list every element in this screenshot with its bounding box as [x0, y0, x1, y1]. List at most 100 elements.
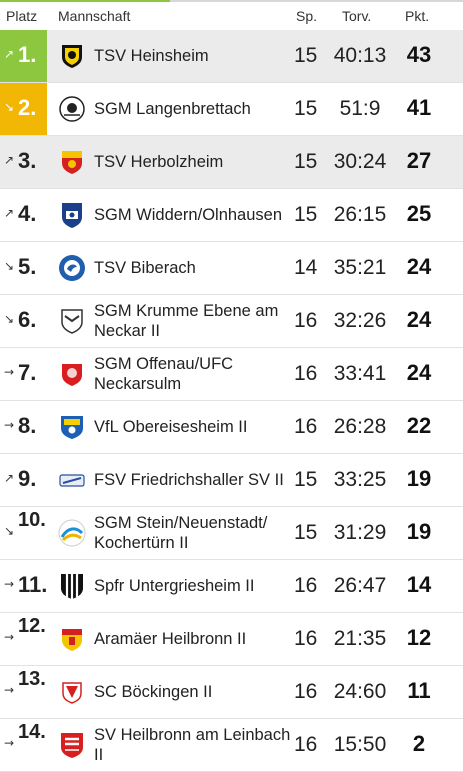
table-row[interactable]: ↘ 2. SGM Langenbrettach 15 51:9 41 [0, 83, 463, 136]
table-row[interactable]: ↗ 1. TSV Heinsheim 15 40:13 43 [0, 30, 463, 83]
points: 2 [412, 731, 426, 756]
team-name: SGM Langenbrettach [94, 100, 251, 118]
goal-ratio: 24:60 [333, 680, 387, 703]
rank: 13. [18, 668, 46, 690]
rank-box: → 12. [0, 613, 47, 665]
points: 24 [406, 254, 432, 279]
points: 14 [406, 572, 432, 597]
rank: 4. [18, 201, 37, 226]
table-row[interactable]: → 12. Aramäer Heilbronn II 16 21:35 12 [0, 613, 463, 666]
points: 12 [406, 625, 432, 650]
rank-box: → 13. [0, 666, 47, 718]
points: 25 [406, 201, 432, 226]
trend-same-icon: → [4, 683, 15, 697]
goal-ratio: 31:29 [333, 521, 387, 544]
active-tab-indicator [0, 0, 170, 2]
rank: 9. [18, 466, 37, 491]
games-played: 16 [294, 680, 318, 703]
points: 24 [406, 307, 432, 332]
table-row[interactable]: ↘ 5. TSV Biberach 14 35:21 24 [0, 242, 463, 295]
rank-box: → 14. [0, 719, 47, 771]
games-played: 15 [294, 203, 318, 226]
trend-up-icon: ↗ [4, 206, 15, 220]
club-crest-icon [58, 42, 86, 70]
team-name: Spfr Untergriesheim II [94, 577, 255, 595]
table-header: Platz Mannschaft Sp. Torv. Pkt. [0, 2, 463, 30]
rank: 12. [18, 615, 46, 637]
table-row[interactable]: → 13. SC Böckingen II 16 24:60 11 [0, 666, 463, 719]
goal-ratio: 35:21 [333, 256, 387, 279]
games-played: 15 [294, 468, 318, 491]
goal-ratio: 30:24 [333, 150, 387, 173]
header-spiele: Sp. [296, 8, 318, 24]
rank: 14. [18, 721, 46, 743]
table-row[interactable]: ↗ 9. FSV Friedrichshaller SV II 15 33:25… [0, 454, 463, 507]
club-crest-icon [58, 572, 86, 600]
table-row[interactable]: ↗ 3. TSV Herbolzheim 15 30:24 27 [0, 136, 463, 189]
rank: 1. [18, 42, 37, 67]
games-played: 16 [294, 362, 318, 385]
rank: 3. [18, 148, 37, 173]
goal-ratio: 32:26 [333, 309, 387, 332]
rank-box: ↘ 10. [0, 507, 47, 559]
team-name: FSV Friedrichshaller SV II [94, 471, 284, 489]
rank: 7. [18, 360, 37, 385]
rank-box: ↘ 6. [0, 295, 47, 347]
rank-box: ↗ 9. [0, 454, 47, 506]
table-row[interactable]: → 8. VfL Obereisesheim II 16 26:28 22 [0, 401, 463, 454]
table-row[interactable]: → 7. SGM Offenau/UFC Neckarsulm 16 33:41… [0, 348, 463, 401]
trend-down-icon: ↘ [4, 259, 15, 273]
trend-down-icon: ↘ [4, 524, 15, 538]
table-row[interactable]: ↘ 6. SGM Krumme Ebene am Neckar II 16 32… [0, 295, 463, 348]
rank: 11. [18, 572, 48, 597]
table-row[interactable]: ↗ 4. SGM Widdern/Olnhausen 15 26:15 25 [0, 189, 463, 242]
team-name: SGM Krumme Ebene am Neckar II [94, 302, 279, 340]
club-crest-icon [58, 307, 86, 335]
club-crest-icon [58, 519, 86, 547]
trend-down-icon: ↘ [4, 312, 15, 326]
goal-ratio: 15:50 [333, 733, 387, 756]
team-name: Aramäer Heilbronn II [94, 630, 247, 648]
table-row[interactable]: → 11. Spfr Untergriesheim II 16 26:47 14 [0, 560, 463, 613]
games-played: 15 [294, 44, 318, 67]
top-divider [0, 0, 463, 2]
goal-ratio: 21:35 [333, 627, 387, 650]
goal-ratio: 26:47 [333, 574, 387, 597]
games-played: 16 [294, 627, 318, 650]
team-name: TSV Heinsheim [94, 47, 209, 65]
club-crest-icon [58, 678, 86, 706]
team-name: SGM Widdern/Olnhausen [94, 206, 283, 224]
games-played: 14 [294, 256, 318, 279]
rank: 10. [18, 509, 46, 531]
table-row[interactable]: → 14. SV Heilbronn am Leinbach II 16 15:… [0, 719, 463, 772]
header-punkte: Pkt. [405, 8, 430, 24]
club-crest-icon [58, 201, 86, 229]
rank-box: → 8. [0, 401, 47, 453]
team-name: SGM Offenau/UFC Neckarsulm [94, 355, 234, 393]
trend-down-icon: ↘ [4, 100, 15, 114]
header-torverhaeltnis: Torv. [342, 8, 372, 24]
team-name: TSV Herbolzheim [94, 153, 224, 171]
rank: 8. [18, 413, 37, 438]
trend-up-icon: ↗ [4, 471, 15, 485]
club-crest-icon [58, 625, 86, 653]
header-platz: Platz [6, 8, 38, 24]
team-name: SV Heilbronn am Leinbach II [94, 726, 291, 764]
points: 19 [406, 466, 432, 491]
rank: 6. [18, 307, 37, 332]
games-played: 16 [294, 574, 318, 597]
club-crest-icon [58, 148, 86, 176]
goal-ratio: 33:25 [333, 468, 387, 491]
table-row[interactable]: ↘ 10. SGM Stein/Neuenstadt/ Kochertürn I… [0, 507, 463, 560]
club-crest-icon [58, 360, 86, 388]
team-name: SGM Stein/Neuenstadt/ Kochertürn II [94, 514, 268, 552]
club-crest-icon [58, 95, 86, 123]
rank-box: → 11. [0, 560, 47, 612]
trend-same-icon: → [4, 418, 15, 432]
team-name: VfL Obereisesheim II [94, 418, 248, 436]
club-crest-icon [58, 731, 86, 759]
rank: 2. [18, 95, 37, 120]
points: 43 [406, 42, 432, 67]
club-crest-icon [58, 466, 86, 494]
games-played: 15 [294, 521, 318, 544]
